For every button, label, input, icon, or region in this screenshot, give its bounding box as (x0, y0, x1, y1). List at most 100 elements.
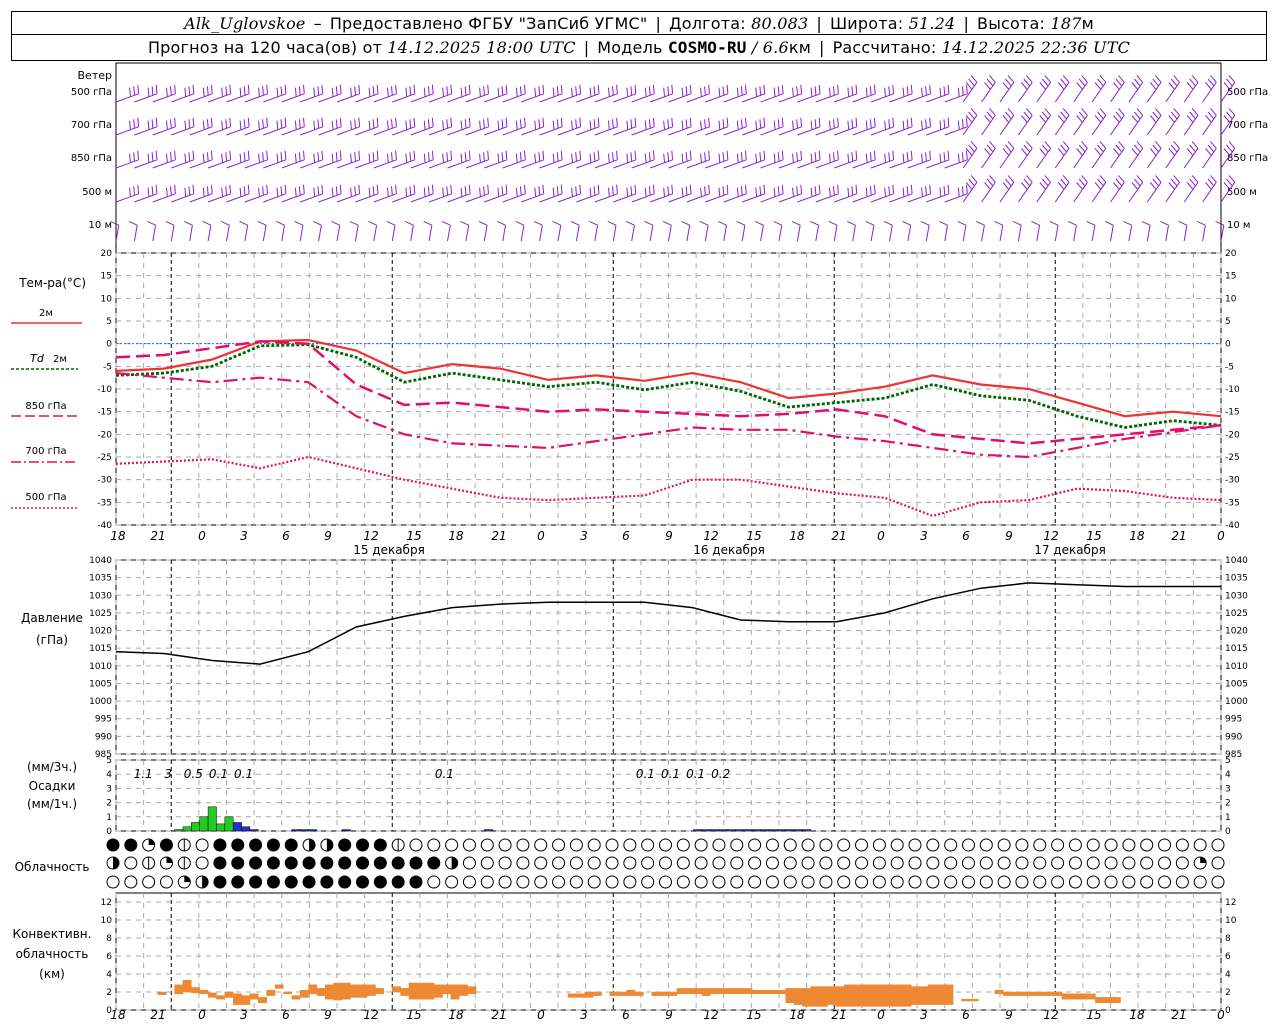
cloud-cover-symbol (801, 838, 815, 852)
forecast-label: Прогноз на 120 часа(ов) от (147, 38, 383, 57)
convective-block (818, 986, 828, 1007)
cloud-cover-symbol (534, 875, 548, 889)
cloud-cover-symbol (373, 838, 387, 852)
cloud-cover-symbol (890, 875, 904, 889)
cloud-cover-symbol (694, 856, 708, 870)
convective-block (417, 982, 426, 1000)
wind-barb (1104, 220, 1114, 242)
cloud-cover-symbol (659, 838, 672, 852)
precip-3h-label: 0.1 (636, 767, 655, 781)
convective-title-2: облачность (16, 947, 89, 961)
precip-bar-rain (182, 826, 192, 832)
wind-barb (889, 84, 913, 103)
cloud-cover-symbol (409, 856, 423, 870)
wind-barb (115, 84, 140, 103)
cloud-cover-symbol (462, 875, 476, 889)
convective-block (944, 984, 954, 1005)
pressure-tick-right: 1005 (1225, 679, 1248, 689)
wind-barb (686, 184, 710, 203)
cloud-cover-symbol (1140, 875, 1154, 889)
cloud-cover-symbol (961, 838, 975, 852)
wind-barb (613, 184, 637, 203)
convective-block (684, 988, 694, 995)
temp-tick-right: 10 (1225, 294, 1237, 304)
wind-barb (410, 150, 434, 169)
wind-barb (999, 175, 1015, 203)
convective-block (174, 984, 184, 995)
cloud-cover-symbol (997, 838, 1011, 852)
clouds-title: Облачность (15, 860, 90, 874)
wind-barb (834, 150, 858, 169)
convective-block (919, 986, 929, 1005)
temp-tick-right: -15 (1225, 408, 1240, 418)
precip-bar-snow (484, 829, 493, 832)
wind-barb (778, 117, 803, 136)
precip-bar-snow (249, 829, 259, 832)
wind-barb (152, 184, 176, 203)
wind-barb (373, 184, 397, 203)
cloud-cover-symbol (106, 875, 120, 889)
cloud-cover-symbol (926, 875, 940, 889)
temp-tick-right: -40 (1225, 521, 1240, 531)
wind-barb (428, 117, 453, 136)
wind-barb (226, 117, 250, 136)
cloud-cover-symbol (872, 875, 886, 889)
precip-bar-snow (760, 829, 770, 832)
legend-700-label: 700 гПа (25, 446, 66, 457)
wind-barb (662, 220, 672, 242)
wind-barb (465, 84, 489, 103)
cloud-cover-symbol-quarter (166, 857, 173, 863)
cloud-cover-symbol (783, 856, 797, 870)
precip-bar-rain (216, 823, 226, 832)
wind-barb (539, 117, 563, 136)
wind-barb (576, 84, 600, 103)
wind-barb (718, 220, 727, 242)
wind-barb (760, 117, 784, 136)
wind-barb (649, 150, 674, 169)
cloud-cover-symbol (623, 838, 637, 852)
wind-barb (815, 84, 839, 103)
bottom-x-tick-label: 18 (789, 1008, 805, 1022)
cloud-cover-symbol (1140, 856, 1154, 870)
wind-barb (276, 220, 285, 242)
temp-x-tick-label: 15 (406, 529, 421, 543)
wind-barb (336, 150, 361, 169)
wind-barb (1202, 108, 1217, 136)
convective-tick-right: 8 (1225, 934, 1231, 944)
wind-barb (1183, 175, 1199, 203)
wind-barb (189, 150, 213, 169)
cloud-cover-symbol (872, 838, 886, 852)
wind-barb (552, 220, 562, 242)
precip-bar-snow (710, 829, 719, 832)
bottom-x-tick-label: 9 (665, 1008, 673, 1022)
lat-value: 51.24 (908, 13, 956, 33)
wind-barb (962, 141, 978, 169)
wind-barb (1110, 108, 1125, 136)
convective-block (291, 995, 301, 1000)
cloud-cover-symbol (730, 875, 744, 889)
convective-block (835, 986, 845, 1007)
wind-barb (576, 150, 600, 169)
wind-barb (557, 117, 582, 136)
temp-tick-right: 20 (1225, 249, 1237, 259)
wind-barb (981, 175, 996, 203)
cloud-cover-symbol (801, 875, 815, 889)
wind-barb (115, 150, 140, 169)
pressure-tick-right: 995 (1225, 715, 1242, 725)
cloud-cover-symbol (498, 856, 512, 870)
cloud-cover-symbol (356, 875, 370, 889)
convective-block (249, 993, 259, 1000)
wind-barb (681, 220, 691, 242)
pressure-tick-right: 1000 (1225, 697, 1248, 707)
convective-block (1095, 997, 1105, 1004)
header-line-1: Alk_Uglovskoe – Предоставлено ФГБУ "ЗапС… (11, 11, 1267, 35)
convective-tick-left: 4 (106, 970, 112, 980)
wind-barb (336, 84, 361, 103)
cloud-cover-symbol (676, 856, 690, 870)
cloud-cover-symbol (659, 856, 672, 870)
convective-block (341, 982, 351, 1000)
model-name: COSMO-RU (667, 38, 747, 57)
wind-barb (355, 150, 379, 169)
cloud-cover-symbol (124, 838, 138, 852)
convective-block (425, 982, 435, 1000)
